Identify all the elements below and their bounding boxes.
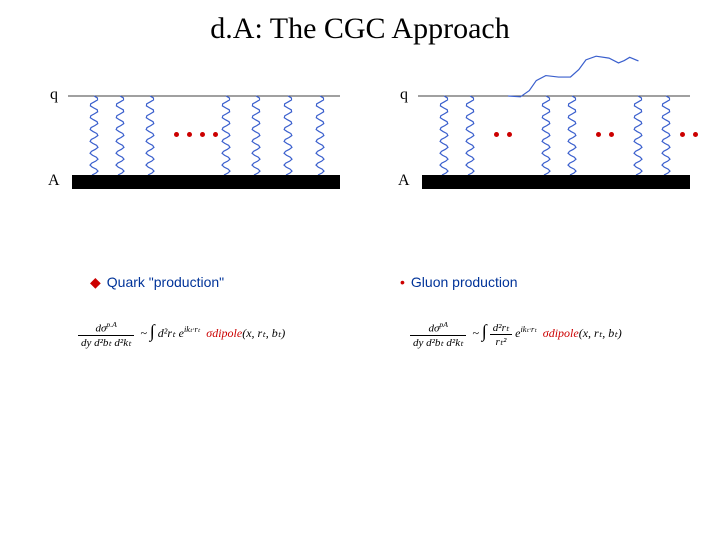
nucleus-label: A (398, 172, 410, 190)
formula-lhs-num: dσ (428, 323, 439, 335)
dot-icon (494, 132, 499, 137)
formula-sup: p.A (106, 320, 116, 329)
quark-label: q (50, 86, 58, 104)
diagram-gluon-production: q A (390, 80, 690, 210)
dot-icon (609, 132, 614, 137)
dot-icon (693, 132, 698, 137)
dot-icon (596, 132, 601, 137)
formula-exp: ikₜ·rₜ (184, 325, 200, 334)
ellipsis-dots (494, 132, 512, 137)
caption-text: Quark "production" (107, 274, 224, 290)
formula-gluon: dσpA dy d²bₜ d²kₜ ~ ∫ d²rₜ rₜ² eikₜ·rₜ σ… (410, 320, 622, 349)
ellipsis-dots (174, 132, 218, 137)
diagram-svg-right (390, 30, 700, 160)
formula-lhs-den: dy d²bₜ d²kₜ (78, 336, 134, 349)
ellipsis-dots (596, 132, 614, 137)
formula-int-num: d²rₜ (490, 321, 512, 335)
ellipsis-dots (680, 132, 698, 137)
dot-icon (213, 132, 218, 137)
diagram-quark-production: q A (40, 80, 340, 210)
caption-gluon-production: • Gluon production (400, 274, 518, 290)
dot-icon (200, 132, 205, 137)
bullet-icon: ◆ (90, 274, 101, 290)
nucleus-bar (72, 175, 340, 189)
nucleus-bar (422, 175, 690, 189)
formula-lhs-num: dσ (95, 323, 106, 335)
bullet-icon: • (400, 274, 405, 290)
dot-icon (187, 132, 192, 137)
diagram-svg-left (40, 80, 340, 210)
formula-sup: pA (439, 320, 448, 329)
formula-int-den: rₜ² (490, 335, 512, 348)
caption-text: Gluon production (411, 274, 518, 290)
caption-quark-production: ◆ Quark "production" (90, 274, 224, 291)
dot-icon (680, 132, 685, 137)
formula-rhs-pre: d²rₜ e (158, 326, 184, 340)
formula-sigma: σdipole (543, 326, 579, 340)
nucleus-label: A (48, 172, 60, 190)
dot-icon (174, 132, 179, 137)
formula-args: (x, rₜ, bₜ) (579, 326, 622, 340)
dot-icon (507, 132, 512, 137)
formula-quark: dσp.A dy d²bₜ d²kₜ ~ ∫ d²rₜ eikₜ·rₜ σdip… (78, 320, 285, 349)
formula-args: (x, rₜ, bₜ) (242, 326, 285, 340)
formula-lhs-den: dy d²bₜ d²kₜ (410, 336, 466, 349)
formula-sigma: σdipole (206, 326, 242, 340)
quark-label: q (400, 86, 408, 104)
formula-exp: ikₜ·rₜ (520, 325, 536, 334)
